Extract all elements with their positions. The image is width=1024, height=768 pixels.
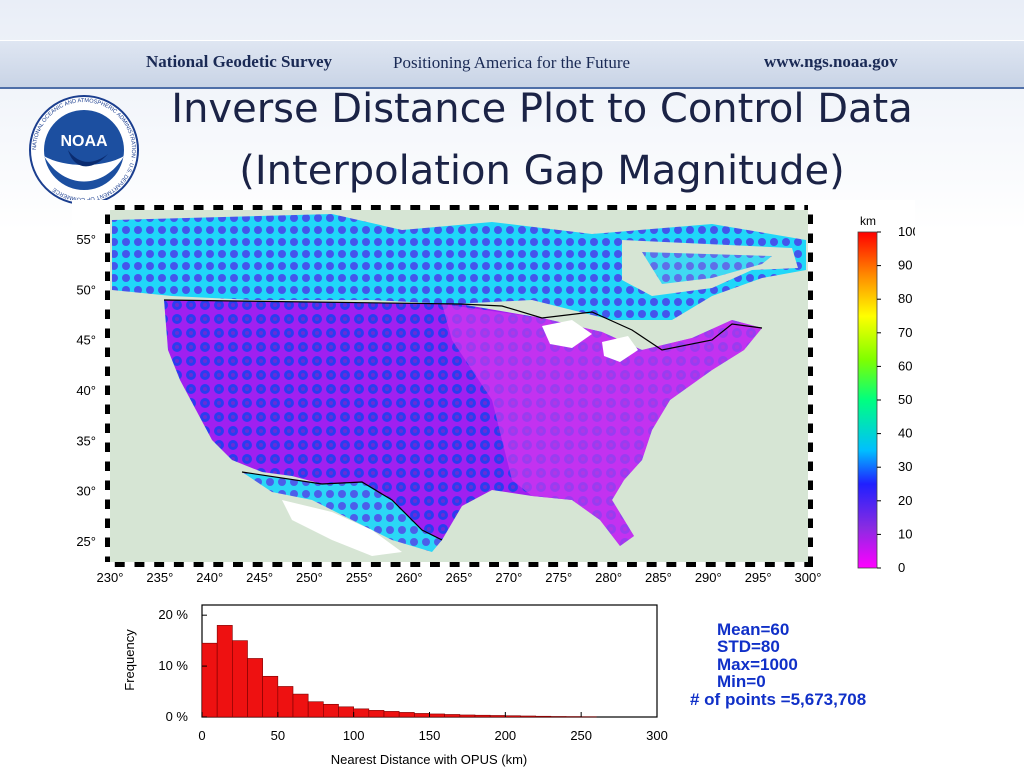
- map-x-tick: 245°: [246, 570, 273, 585]
- histogram-y-tick-labels: 0 % 10 % 20 %: [158, 607, 207, 724]
- histogram-bar: [292, 693, 309, 718]
- histogram-bar: [474, 714, 491, 718]
- map-y-tick: 40°: [76, 383, 96, 398]
- slide-subtitle: (Interpolation Gap Magnitude): [239, 148, 845, 194]
- histogram-bar: [353, 708, 370, 718]
- histogram-bar: [247, 658, 263, 718]
- histogram-x-tick-labels: 0 50 100 150 200 250 300: [198, 712, 668, 743]
- histogram-bar: [338, 706, 354, 718]
- colorbar-tick: 100: [898, 224, 915, 239]
- map-x-tick: 300°: [795, 570, 822, 585]
- stat-points: # of points =5,673,708: [690, 690, 867, 709]
- map-y-tick: 55°: [76, 232, 96, 247]
- histogram-x-tick: 300: [646, 728, 668, 743]
- noaa-logo: NOAA NATIONAL OCEANIC AND ATMOSPHERIC AD…: [29, 95, 139, 205]
- frequency-histogram: 0 50 100 150 200 250 300 0 % 10 % 20 % Nearest D…: [122, 604, 668, 767]
- stat-mean: Mean=60: [717, 620, 790, 639]
- histogram-bar: [550, 716, 567, 718]
- histogram-y-tick: 10 %: [158, 658, 188, 673]
- histogram-x-label: Nearest Distance with OPUS (km): [331, 752, 528, 767]
- histogram-bar: [323, 703, 339, 718]
- histogram-bar: [383, 711, 400, 718]
- histogram-y-label: Frequency: [122, 629, 137, 691]
- map-x-tick: 250°: [296, 570, 323, 585]
- histogram-bar: [307, 701, 324, 718]
- map-x-tick-labels: 230° 235° 240° 245° 250° 255° 260° 265° 270° 275°…: [97, 570, 822, 585]
- histogram-x-tick: 250: [570, 728, 592, 743]
- histogram-bar: [277, 686, 294, 718]
- colorbar-tick: 40: [898, 426, 912, 441]
- histogram-bar: [535, 715, 552, 718]
- colorbar-tick: 0: [898, 560, 905, 575]
- histogram-bar: [505, 715, 521, 718]
- colorbar-tick: 20: [898, 493, 912, 508]
- histogram-x-tick: 200: [494, 728, 516, 743]
- map-x-tick: 240°: [196, 570, 223, 585]
- distance-map: 230° 235° 240° 245° 250° 255° 260° 265° 270° 275°…: [76, 205, 915, 585]
- colorbar-tick-labels: 0 10 20 30 40 50 60 70 80 90 100: [877, 224, 915, 575]
- map-x-tick: 230°: [97, 570, 124, 585]
- histogram-bar: [398, 712, 415, 718]
- header-banner: [0, 40, 1024, 89]
- map-x-tick: 235°: [146, 570, 173, 585]
- histogram-bar: [232, 640, 248, 718]
- map-x-tick: 290°: [695, 570, 722, 585]
- banner-url[interactable]: www.ngs.noaa.gov: [764, 52, 898, 71]
- banner-agency-name: National Geodetic Survey: [146, 52, 333, 71]
- histogram-bar: [368, 710, 385, 718]
- stat-max: Max=1000: [717, 655, 798, 674]
- map-y-tick: 45°: [76, 333, 96, 348]
- histogram-bar: [444, 714, 461, 718]
- colorbar-tick: 80: [898, 291, 912, 306]
- slide-title: Inverse Distance Plot to Control Data: [171, 86, 913, 132]
- map-y-tick: 30°: [76, 484, 96, 499]
- histogram-bar: [201, 642, 218, 718]
- map-x-tick: 295°: [745, 570, 772, 585]
- banner-tagline: Positioning America for the Future: [393, 53, 631, 72]
- colorbar-tick: 90: [898, 258, 912, 273]
- histogram-bar: [520, 715, 536, 718]
- colorbar-unit: km: [860, 214, 876, 228]
- histogram-x-tick: 0: [198, 728, 205, 743]
- map-x-tick: 270°: [495, 570, 522, 585]
- colorbar-tick: 50: [898, 392, 912, 407]
- map-x-tick: 260°: [396, 570, 423, 585]
- colorbar-tick: 30: [898, 459, 912, 474]
- map-x-tick: 255°: [346, 570, 373, 585]
- histogram-y-tick: 0 %: [166, 709, 189, 724]
- stat-min: Min=0: [717, 672, 766, 691]
- histogram-bar: [262, 675, 279, 718]
- colorbar-tick: 10: [898, 526, 912, 541]
- colorbar-tick: 70: [898, 325, 912, 340]
- map-y-tick: 35°: [76, 433, 96, 448]
- histogram-x-tick: 50: [271, 728, 285, 743]
- map-x-tick: 280°: [595, 570, 622, 585]
- map-x-tick: 285°: [645, 570, 672, 585]
- histogram-x-tick: 100: [343, 728, 365, 743]
- colorbar: [857, 231, 878, 569]
- noaa-logo-text: NOAA: [60, 133, 108, 150]
- stat-std: STD=80: [717, 637, 780, 656]
- histogram-bar: [429, 713, 445, 718]
- map-x-tick: 275°: [545, 570, 572, 585]
- map-y-tick: 50°: [76, 282, 96, 297]
- map-y-tick: 25°: [76, 534, 96, 549]
- histogram-bar: [216, 625, 233, 718]
- map-land: [110, 210, 808, 562]
- histogram-y-tick: 20 %: [158, 607, 188, 622]
- histogram-bar: [414, 713, 430, 718]
- histogram-bar: [459, 714, 476, 718]
- histogram-bar: [489, 715, 506, 718]
- map-x-tick: 265°: [446, 570, 473, 585]
- map-y-tick-labels: 25° 30° 35° 40° 45° 50° 55°: [76, 232, 96, 549]
- colorbar-tick: 60: [898, 358, 912, 373]
- histogram-x-tick: 150: [419, 728, 441, 743]
- histogram-bars: [201, 625, 597, 718]
